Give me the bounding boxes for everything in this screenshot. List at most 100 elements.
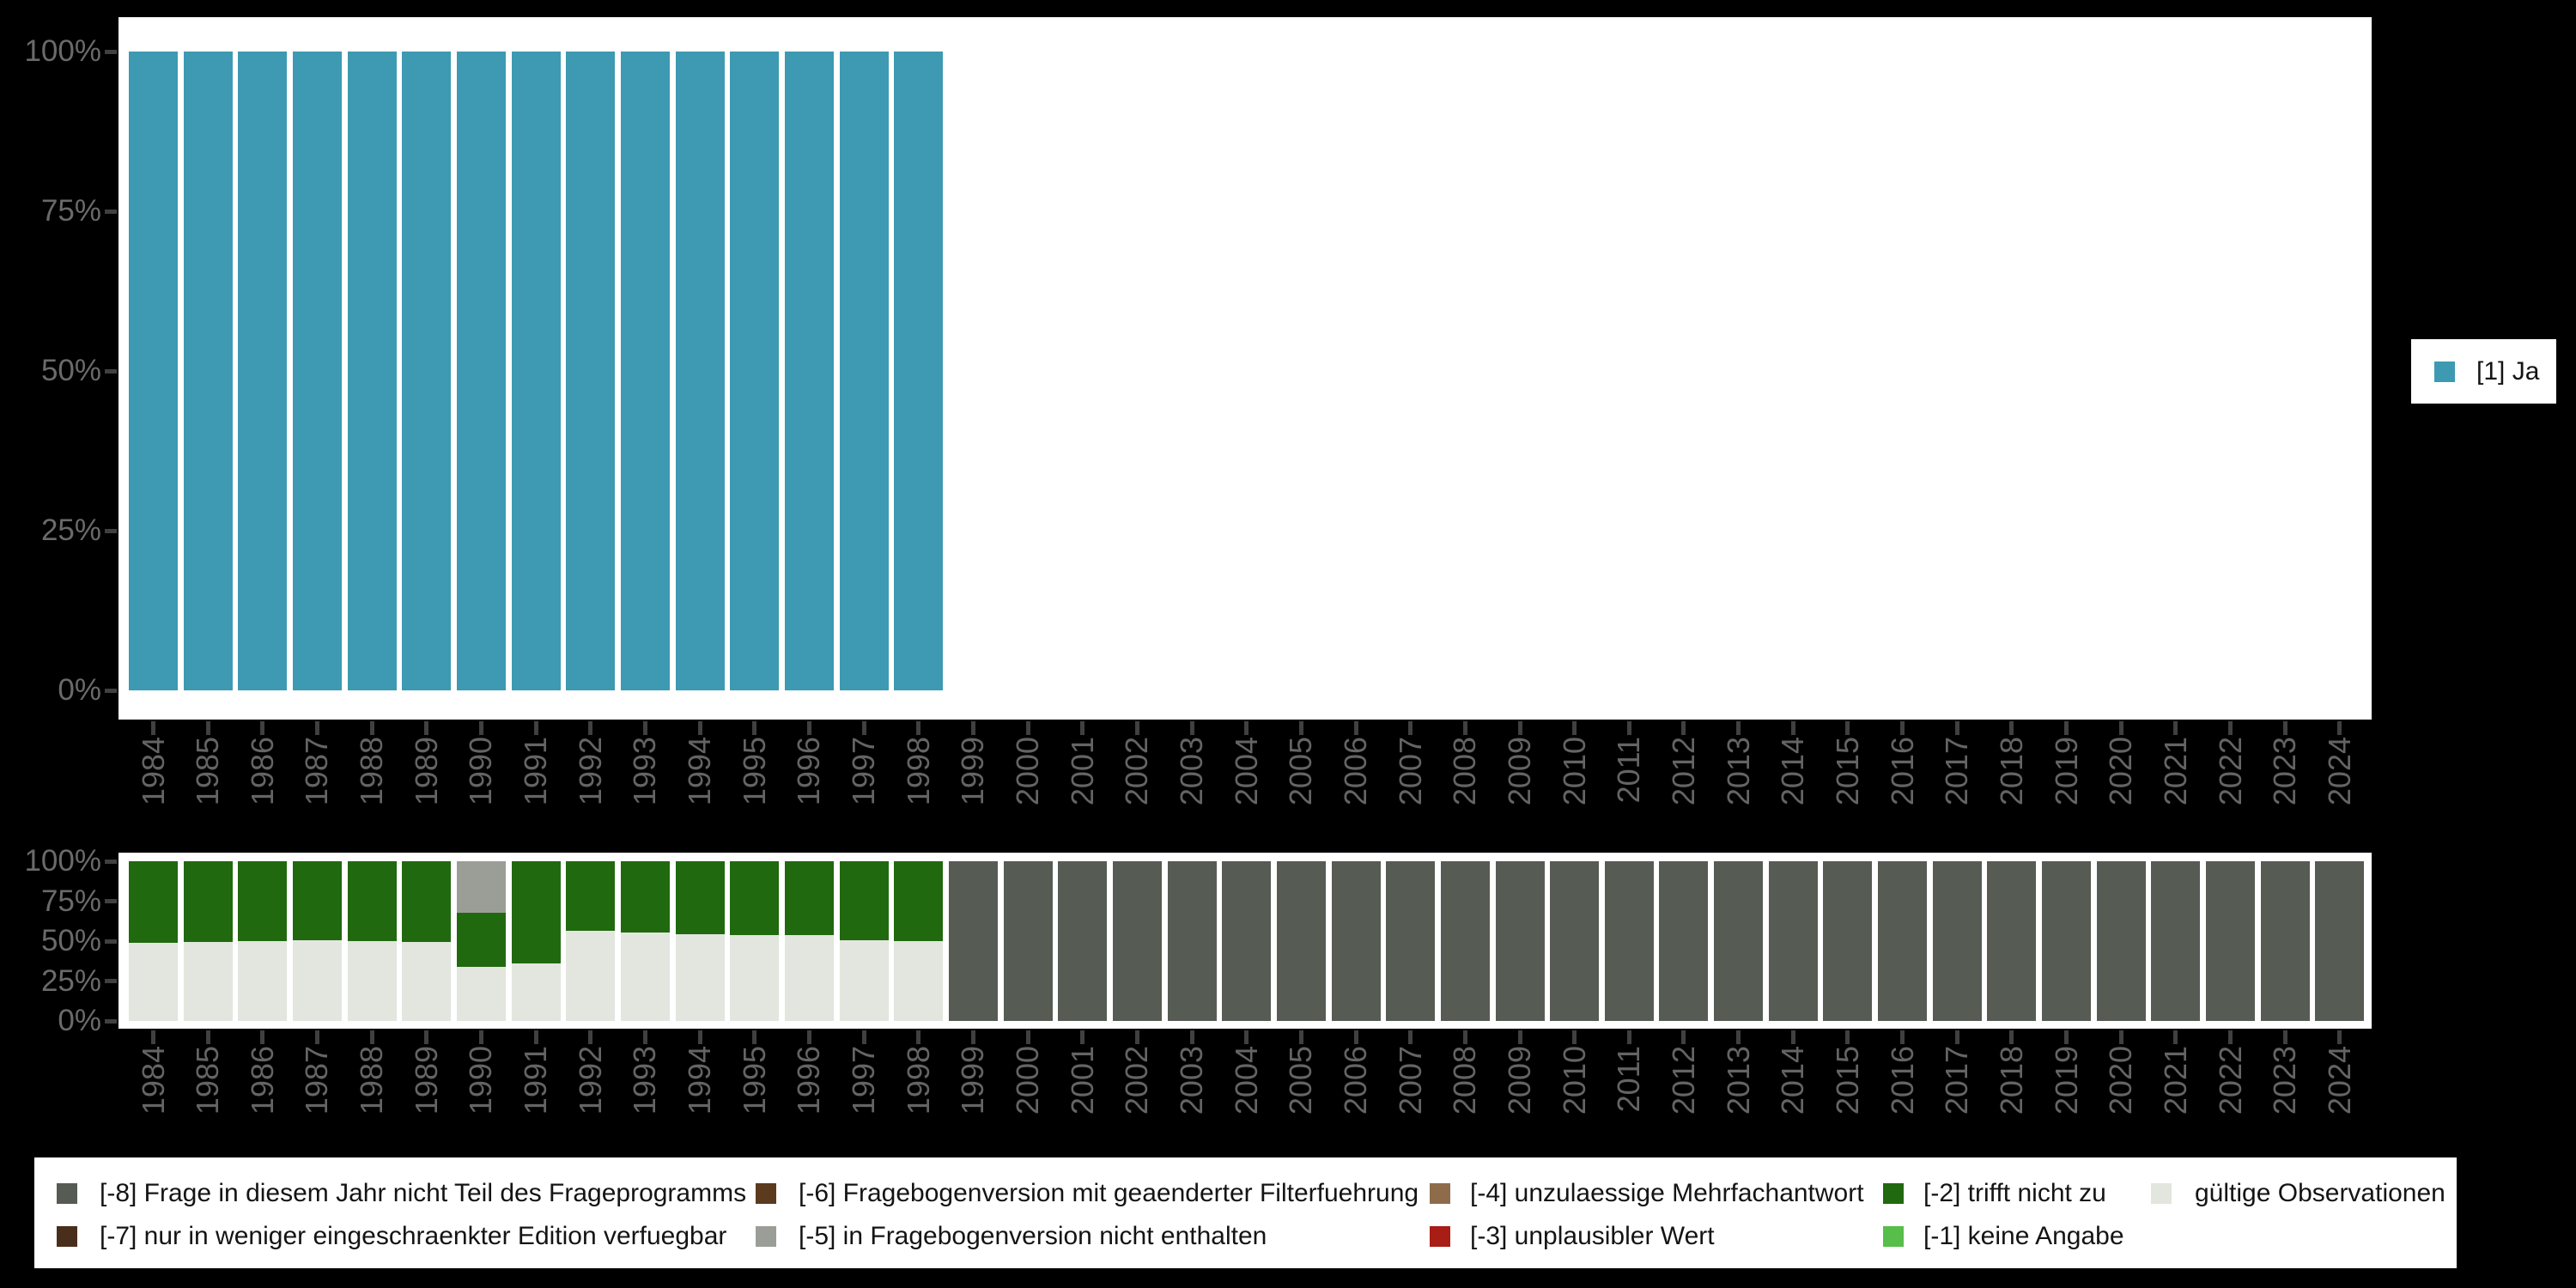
x-axis-tick [697, 721, 702, 735]
bar-segment-1985 [183, 941, 233, 1021]
x-axis-tick [1025, 721, 1030, 735]
x-axis-tick [424, 721, 429, 735]
y-axis-label: 0% [58, 1004, 101, 1037]
x-axis-tick [1353, 721, 1358, 735]
x-axis-tick [260, 721, 265, 735]
y-axis-label: 75% [40, 884, 101, 918]
x-axis-year-label: 1989 [408, 737, 444, 806]
y-axis-tick [105, 1018, 117, 1024]
bar-segment-1985 [183, 52, 233, 690]
x-axis-year-label: 2004 [1228, 737, 1264, 806]
x-axis-year-label: 1987 [299, 1046, 335, 1115]
x-axis-year-label: 2019 [2048, 1046, 2084, 1115]
x-axis-year-label: 1990 [463, 737, 499, 806]
bar-segment-1990 [456, 912, 506, 967]
x-axis-tick [806, 1030, 811, 1044]
x-axis-year-label: 2011 [1611, 737, 1647, 804]
x-axis-year-label: 1987 [299, 737, 335, 806]
x-axis-tick [478, 1030, 483, 1044]
bar-segment-1997 [839, 940, 889, 1021]
x-axis-year-label: 2000 [1010, 737, 1046, 806]
x-axis-year-label: 2022 [2212, 737, 2248, 806]
bar-segment-2009 [1495, 861, 1545, 1021]
bar-segment-1999 [948, 861, 998, 1021]
x-axis-tick [2173, 721, 2178, 735]
bar-segment-1995 [730, 861, 780, 935]
x-axis-tick [2064, 721, 2069, 735]
x-axis-tick [369, 1030, 374, 1044]
x-axis-year-label: 1999 [955, 1046, 991, 1115]
bar-segment-2015 [1823, 861, 1873, 1021]
x-axis-tick [970, 1030, 975, 1044]
bar-segment-1994 [675, 861, 725, 934]
x-axis-tick [1244, 721, 1249, 735]
x-axis-tick [752, 1030, 757, 1044]
y-axis-label: 50% [40, 924, 101, 957]
x-axis-year-label: 2021 [2157, 1046, 2193, 1115]
x-axis-tick [1572, 1030, 1577, 1044]
x-axis-tick [1736, 1030, 1741, 1044]
x-axis-year-label: 2010 [1556, 1046, 1592, 1115]
bar-segment-1991 [511, 52, 561, 690]
x-axis-tick [1408, 721, 1413, 735]
x-axis-tick [697, 1030, 702, 1044]
x-axis-year-label: 1986 [244, 737, 280, 806]
x-axis-tick [806, 721, 811, 735]
x-axis-year-label: 1985 [190, 1046, 226, 1115]
x-axis-year-label: 2001 [1064, 737, 1100, 806]
x-axis-tick [1408, 1030, 1413, 1044]
x-axis-tick [1736, 721, 1741, 735]
x-axis-year-label: 1992 [572, 737, 608, 806]
legend-swatch [756, 1183, 776, 1204]
bar-segment-1990 [456, 861, 506, 913]
bar-segment-1989 [402, 861, 452, 942]
legend-swatch [1430, 1183, 1450, 1204]
x-axis-tick [1517, 1030, 1522, 1044]
x-axis-tick [1080, 721, 1085, 735]
x-axis-tick [478, 721, 483, 735]
bar-segment-2008 [1440, 861, 1490, 1021]
x-axis-tick [314, 1030, 319, 1044]
y-axis-tick [105, 939, 117, 944]
x-axis-year-label: 1992 [572, 1046, 608, 1115]
x-axis-tick [2064, 1030, 2069, 1044]
y-axis-tick [105, 899, 117, 903]
x-axis-year-label: 2013 [1720, 737, 1756, 806]
bar-segment-2017 [1932, 861, 1982, 1021]
bar-segment-1984 [129, 861, 178, 943]
x-axis-tick [1681, 721, 1686, 735]
bar-segment-2024 [2315, 861, 2365, 1021]
bar-segment-1998 [894, 861, 944, 941]
x-axis-tick [1080, 1030, 1085, 1044]
x-axis-year-label: 1996 [791, 1046, 827, 1115]
x-axis-year-label: 1984 [135, 1046, 171, 1115]
x-axis-year-label: 1996 [791, 737, 827, 806]
x-axis-year-label: 1997 [846, 1046, 882, 1115]
x-axis-year-label: 2007 [1392, 1046, 1428, 1115]
x-axis-tick [1954, 721, 1959, 735]
legend-swatch [57, 1226, 77, 1247]
bar-segment-1987 [292, 861, 342, 941]
x-axis-year-label: 2005 [1283, 1046, 1319, 1115]
x-axis-year-label: 2015 [1829, 1046, 1865, 1115]
x-axis-tick [1189, 721, 1194, 735]
x-axis-year-label: 2014 [1775, 737, 1811, 806]
bar-segment-1992 [566, 930, 616, 1021]
legend-swatch [1883, 1183, 1904, 1204]
bar-segment-1989 [402, 52, 452, 690]
bar-segment-2019 [2042, 861, 2092, 1021]
bar-segment-1998 [894, 52, 944, 690]
x-axis-tick [2009, 721, 2014, 735]
bar-segment-2011 [1604, 861, 1654, 1021]
bar-segment-2014 [1768, 861, 1818, 1021]
bar-segment-1991 [511, 861, 561, 964]
x-axis-tick [2337, 1030, 2342, 1044]
x-axis-year-label: 2018 [1993, 1046, 2029, 1115]
bar-segment-1998 [894, 941, 944, 1021]
x-axis-tick [970, 721, 975, 735]
y-axis-label: 50% [40, 354, 101, 387]
bar-segment-2023 [2260, 861, 2310, 1021]
bar-segment-1993 [620, 52, 670, 690]
x-axis-tick [1134, 721, 1139, 735]
x-axis-year-label: 2024 [2321, 1046, 2357, 1115]
